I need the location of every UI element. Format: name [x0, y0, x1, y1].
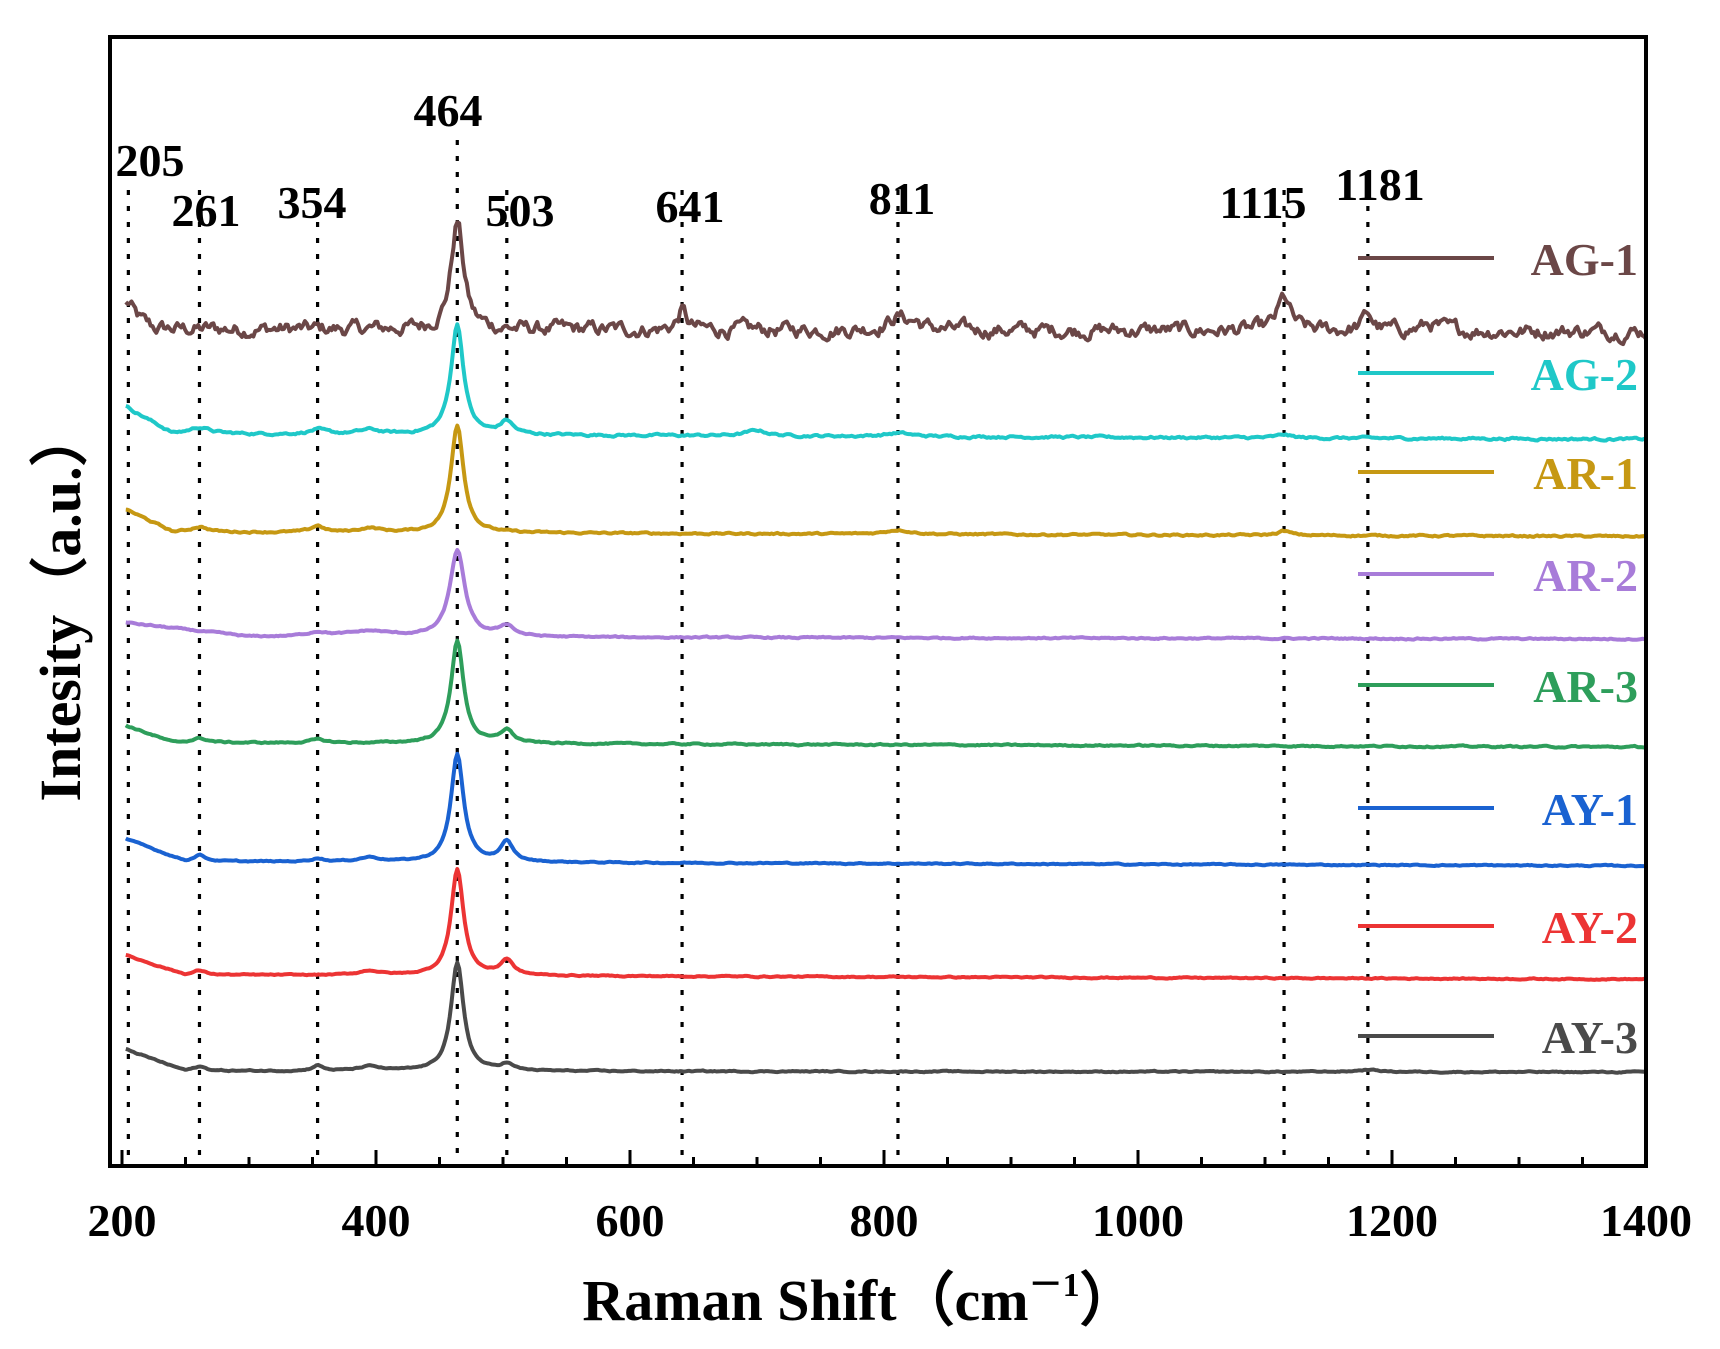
x-axis-ticks: 200 400 600 800 1000 1200 1400 [88, 1150, 1692, 1246]
peak-reference-lines [126, 140, 1370, 1166]
peak-label-464: 464 [414, 85, 483, 136]
plot-frame [108, 35, 1648, 1168]
peak-label-503: 503 [486, 185, 555, 236]
legend-label-ay-2: AY-2 [1542, 902, 1638, 953]
x-axis-title-main: Raman Shift（cm [582, 1268, 1028, 1333]
x-axis-title-close: ） [1080, 1268, 1138, 1333]
series-line-ay-3 [125, 960, 1647, 1075]
series-line-ar-2 [125, 548, 1647, 642]
peak-label-1115: 1115 [1220, 177, 1307, 228]
x-axis-title: Raman Shift（cm－1） [582, 1267, 1137, 1333]
peak-label-205: 205 [116, 135, 185, 186]
legend-label-ay-1: AY-1 [1542, 784, 1638, 835]
legend-label-ar-3: AR-3 [1533, 661, 1638, 712]
peak-label-354: 354 [278, 177, 347, 228]
x-axis-title-superscript: －1 [1029, 1267, 1080, 1304]
spectra-series [124, 220, 1648, 1075]
x-tick-label-400: 400 [342, 1195, 411, 1246]
series-line-ag-1 [124, 220, 1648, 347]
series-line-ag-2 [125, 322, 1647, 443]
legend-label-ag-1: AG-1 [1531, 234, 1638, 285]
legend-label-ag-2: AG-2 [1531, 349, 1638, 400]
series-line-ar-1 [125, 423, 1647, 539]
y-axis-title: Intesity（a.u.） [28, 408, 93, 801]
series-line-ay-2 [125, 867, 1647, 982]
x-tick-label-1400: 1400 [1600, 1195, 1692, 1246]
x-tick-label-1000: 1000 [1092, 1195, 1184, 1246]
series-line-ay-1 [124, 751, 1647, 869]
legend-label-ar-2: AR-2 [1533, 550, 1638, 601]
x-tick-label-1200: 1200 [1346, 1195, 1438, 1246]
series-line-ar-3 [124, 638, 1647, 750]
peak-label-1181: 1181 [1335, 159, 1424, 210]
peak-label-641: 641 [656, 181, 725, 232]
x-tick-label-800: 800 [850, 1195, 919, 1246]
peak-label-261: 261 [172, 185, 241, 236]
x-tick-label-600: 600 [596, 1195, 665, 1246]
legend-label-ar-1: AR-1 [1533, 448, 1638, 499]
peak-label-811: 811 [869, 173, 935, 224]
legend: AG-1 AG-2 AR-1 AR-2 AR-3 AY-1 AY-2 AY-3 [1358, 234, 1638, 1063]
legend-label-ay-3: AY-3 [1542, 1012, 1638, 1063]
x-tick-label-200: 200 [88, 1195, 157, 1246]
